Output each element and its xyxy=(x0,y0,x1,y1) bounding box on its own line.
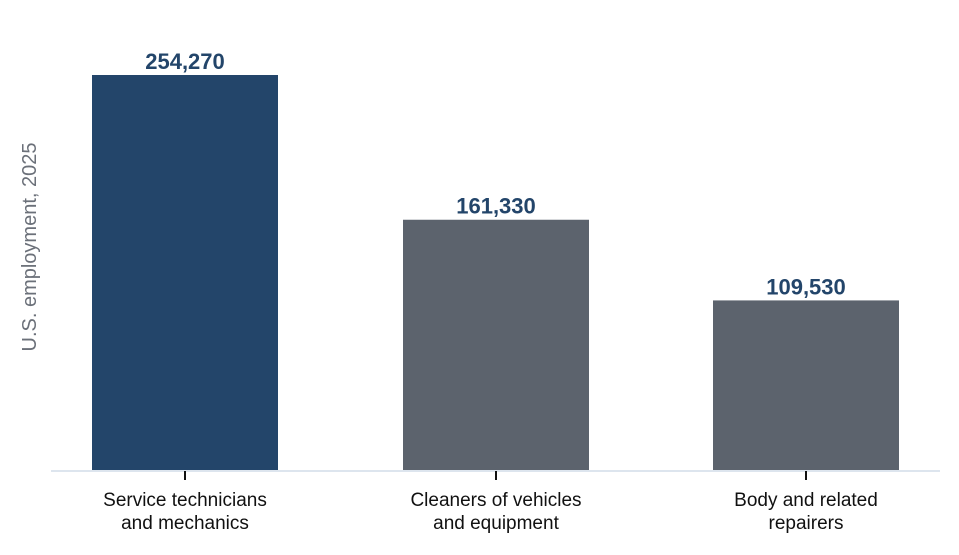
bar-value-label-0: 254,270 xyxy=(145,49,225,74)
x-tick-label-1: Cleaners of vehicles and equipment xyxy=(410,490,581,534)
x-ticks-group: Service technicians and mechanics Cleaners… xyxy=(103,471,878,534)
x-tick-label-2: Body and related repairers xyxy=(734,490,878,534)
bar-0 xyxy=(92,75,278,471)
bar-value-label-1: 161,330 xyxy=(456,194,536,219)
bar-2 xyxy=(713,300,899,471)
bars-group: 254,270 161,330 109,530 xyxy=(92,49,899,471)
x-tick-label-0: Service technicians and mechanics xyxy=(103,490,267,534)
y-axis-label: U.S. employment, 2025 xyxy=(19,143,41,352)
bar-value-label-2: 109,530 xyxy=(766,274,846,299)
bar-1 xyxy=(403,219,589,471)
